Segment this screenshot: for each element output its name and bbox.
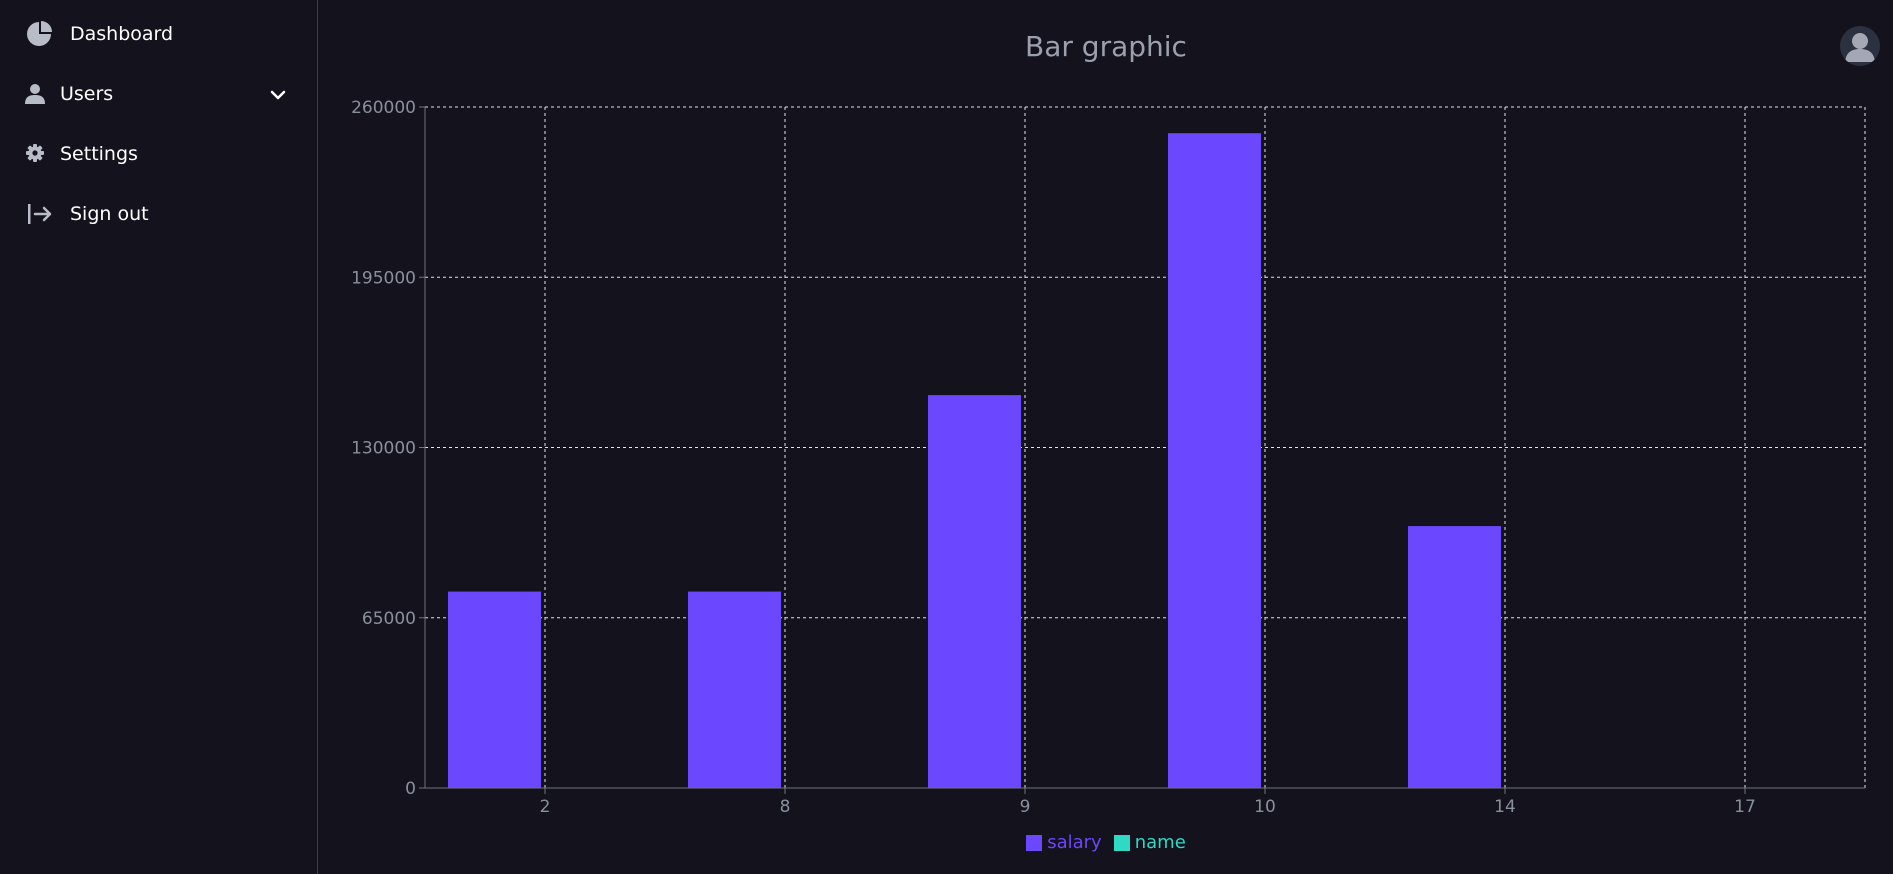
x-tick-label: 17: [1734, 797, 1756, 817]
bar-chart: 0 65000 130000 195000 260000 2 8 9 10 14 17: [319, 0, 1893, 824]
legend-label: salary: [1047, 832, 1102, 853]
x-tick-label: 9: [1020, 797, 1031, 817]
y-tick-label: 0: [405, 779, 416, 799]
y-tick-label: 195000: [351, 268, 416, 288]
page-title: Bar graphic: [1025, 30, 1187, 63]
sidebar-item-dashboard[interactable]: Dashboard: [0, 4, 318, 64]
legend-swatch: [1026, 834, 1043, 851]
legend-item[interactable]: salary: [1026, 832, 1102, 853]
bar: [1168, 133, 1261, 788]
sidebar: Dashboard Users: [0, 0, 318, 874]
bar: [928, 395, 1021, 788]
x-tick-label: 2: [540, 797, 551, 817]
legend-swatch: [1113, 834, 1130, 851]
main-content: Bar graphic 0 65000 130000 195000 260000 2 8 9 1…: [319, 0, 1893, 874]
bar: [448, 591, 541, 788]
sidebar-item-label: Users: [60, 83, 114, 105]
sign-out-icon: [27, 203, 53, 225]
chart-legend: salary name: [319, 832, 1893, 853]
sidebar-item-sign-out[interactable]: Sign out: [0, 184, 318, 244]
sidebar-item-label: Dashboard: [70, 23, 174, 45]
bar: [688, 591, 781, 788]
sidebar-item-settings[interactable]: Settings: [0, 124, 318, 184]
y-tick-label: 65000: [362, 609, 416, 629]
x-tick-label: 14: [1494, 797, 1516, 817]
legend-label: name: [1134, 832, 1186, 853]
chevron-down-icon[interactable]: [270, 86, 286, 105]
chart-svg: 0 65000 130000 195000 260000 2 8 9 10 14 17: [351, 98, 1866, 817]
sidebar-item-label: Settings: [60, 143, 138, 165]
gear-icon: [26, 144, 44, 162]
y-tick-label: 130000: [351, 439, 416, 459]
sidebar-item-label: Sign out: [70, 203, 149, 225]
bar: [1408, 526, 1501, 788]
x-tick-label: 8: [780, 797, 791, 817]
legend-item[interactable]: name: [1113, 832, 1186, 853]
user-avatar-icon[interactable]: [1840, 26, 1880, 66]
x-tick-label: 10: [1254, 797, 1276, 817]
user-icon: [25, 83, 45, 105]
pie-chart-icon: [26, 21, 52, 47]
y-tick-label: 260000: [351, 98, 416, 118]
sidebar-item-users[interactable]: Users: [0, 64, 318, 124]
